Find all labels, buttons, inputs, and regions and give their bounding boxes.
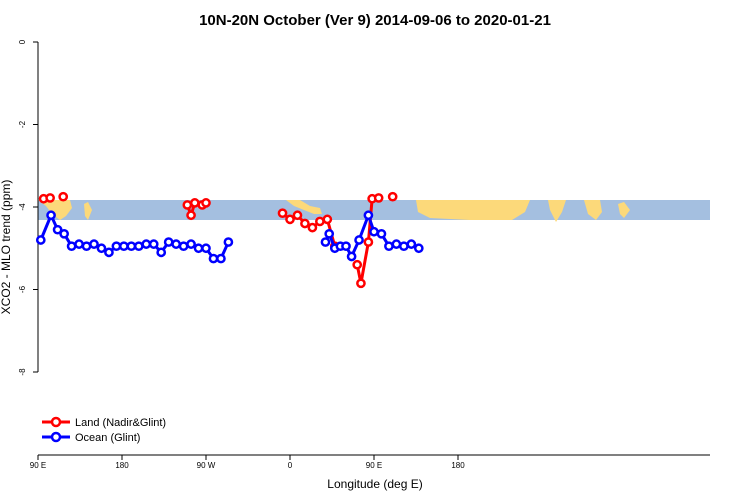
y-ticks: 0 -2 -4 -6 -8 (18, 39, 38, 376)
chart-title: 10N-20N October (Ver 9) 2014-09-06 to 20… (199, 12, 551, 29)
y-axis: 0 -2 -4 -6 -8 (18, 39, 39, 376)
map-land-india (548, 200, 566, 222)
data-point (300, 218, 310, 229)
data-point (285, 214, 295, 225)
data-point (163, 237, 174, 247)
map-land-island (84, 202, 92, 220)
legend-entry-land: Land (Nadir&Glint) (42, 416, 166, 429)
data-point (126, 241, 137, 252)
legend: Land (Nadir&Glint) Ocean (Glint) (42, 416, 166, 444)
data-point (223, 237, 234, 247)
data-point (81, 241, 92, 252)
map-land-africa (416, 200, 530, 220)
data-point (193, 243, 204, 254)
data-point (307, 222, 318, 233)
data-point (178, 241, 189, 252)
legend-entry-ocean: Ocean (Glint) (42, 431, 140, 444)
x-axis-label: Longitude (deg E) (327, 477, 422, 491)
data-point (373, 193, 384, 203)
y-tick-label: -8 (18, 368, 27, 376)
y-tick-label: -4 (18, 203, 27, 211)
legend-land-label: Land (Nadir&Glint) (75, 417, 166, 429)
y-tick-label: -2 (18, 120, 27, 128)
legend-land-swatch-marker (50, 416, 62, 428)
data-point (322, 214, 333, 225)
data-point (356, 278, 366, 289)
x-tick-label: 90 E (366, 461, 382, 470)
data-point (45, 193, 55, 203)
y-axis-label: XCO2 - MLO trend (ppm) (0, 180, 13, 315)
data-point (277, 208, 288, 219)
map-strip (38, 200, 710, 222)
data-point (216, 253, 226, 264)
data-point (201, 243, 211, 254)
data-point (89, 239, 99, 249)
data-point (320, 237, 331, 247)
data-point (148, 239, 159, 249)
map-land-asia (38, 200, 72, 220)
x-tick-label: 90 E (30, 461, 46, 470)
data-point (413, 243, 424, 254)
x-axis: 90 E 180 90 W 0 90 E 180 (30, 454, 710, 470)
data-point (59, 228, 69, 239)
data-point (406, 239, 417, 249)
data-point (182, 200, 193, 210)
y-tick-label: 0 (18, 39, 27, 44)
data-point (74, 239, 84, 249)
data-point (96, 243, 107, 254)
y-tick-label: -6 (18, 285, 27, 293)
x-tick-label: 0 (288, 461, 293, 470)
series-layer (35, 191, 424, 289)
data-point (133, 241, 144, 252)
data-point (324, 228, 335, 239)
legend-ocean-label: Ocean (Glint) (75, 432, 140, 444)
data-point (208, 253, 219, 264)
data-point (104, 247, 114, 258)
data-point (201, 198, 211, 208)
x-tick-label: 90 W (197, 461, 216, 470)
data-point (363, 210, 374, 221)
x-tick-label: 180 (115, 461, 129, 470)
map-land-philippines (618, 202, 630, 218)
data-point (58, 191, 69, 202)
legend-ocean-swatch-marker (50, 431, 62, 443)
data-point (315, 216, 325, 227)
data-point (35, 235, 46, 245)
data-point (363, 237, 374, 247)
data-point (156, 247, 167, 258)
data-point (141, 239, 152, 249)
data-point (354, 235, 364, 245)
data-point (186, 210, 196, 221)
data-point (384, 241, 394, 252)
data-point (186, 239, 196, 249)
data-point (46, 210, 56, 221)
data-point (391, 239, 402, 249)
data-point (66, 241, 77, 252)
data-point (171, 239, 181, 249)
data-point (346, 251, 357, 262)
map-land-central-america (286, 200, 322, 214)
series-ocean (35, 210, 424, 264)
map-land-southeast-asia (584, 200, 602, 220)
data-point (189, 198, 200, 208)
x-ticks: 90 E 180 90 W 0 90 E 180 (30, 455, 465, 470)
data-point (387, 191, 398, 202)
data-point (292, 210, 303, 221)
x-tick-label: 180 (451, 461, 465, 470)
data-point (341, 241, 351, 252)
data-point (399, 241, 409, 252)
data-point (376, 228, 387, 239)
data-point (111, 241, 122, 252)
data-point (52, 224, 63, 235)
data-point (352, 259, 363, 270)
data-point (369, 226, 379, 237)
series-land (38, 191, 398, 289)
data-point (119, 241, 129, 252)
